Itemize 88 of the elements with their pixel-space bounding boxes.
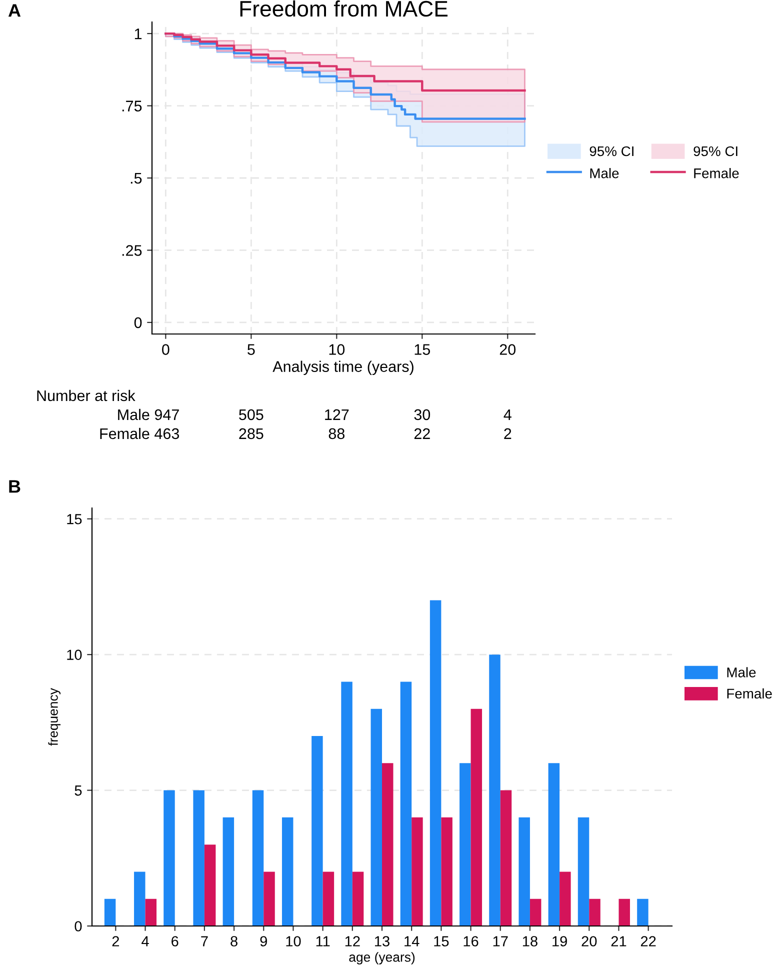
- bar: [312, 736, 323, 926]
- bar: [370, 708, 382, 926]
- text: 505: [239, 409, 264, 420]
- chart-title: Freedom from MACE: [240, 0, 448, 17]
- text: Female 463: [100, 428, 180, 440]
- bar: [222, 817, 234, 926]
- y-tick-label: 15: [67, 514, 82, 524]
- bar: [470, 708, 482, 926]
- x-tick-label: 8: [230, 936, 238, 946]
- bar: [164, 790, 175, 926]
- bar: [252, 790, 264, 926]
- bar: [460, 763, 471, 926]
- x-tick-label: 20: [500, 344, 516, 355]
- bar: [618, 898, 630, 926]
- bar: [518, 817, 530, 926]
- x-tick-label: 19: [552, 936, 567, 946]
- bar: [104, 898, 116, 926]
- y-tick-label: 0: [74, 921, 82, 932]
- x-tick-label: 10: [286, 936, 301, 946]
- y-tick-label: 1: [134, 28, 142, 40]
- text: B: [9, 480, 20, 493]
- text: 95% CI: [694, 146, 738, 156]
- y-tick-label: 5: [74, 786, 82, 796]
- y-tick-label: 10: [67, 650, 82, 660]
- bar: [560, 872, 571, 926]
- bar: [193, 790, 204, 926]
- x-axis-title: Analysis time (years): [272, 360, 414, 375]
- bar: [589, 898, 600, 926]
- x-tick-label: 9: [260, 936, 267, 946]
- y-tick-label: .25: [122, 245, 142, 256]
- x-tick-label: 12: [345, 936, 360, 946]
- text: 285: [239, 428, 264, 440]
- x-tick-label: 4: [142, 936, 149, 946]
- bar: [430, 600, 442, 926]
- x-tick-label: 22: [640, 936, 656, 946]
- x-tick-label: 15: [414, 344, 430, 355]
- x-tick-label: 10: [329, 344, 345, 355]
- text: Male 947: [118, 408, 179, 420]
- text: A: [8, 4, 21, 17]
- bar: [382, 763, 394, 926]
- bar: [352, 872, 364, 926]
- y-tick-label: 0: [134, 317, 142, 328]
- text: Number at risk: [37, 390, 136, 402]
- bar: [578, 817, 590, 926]
- legend-label: Male: [727, 667, 756, 678]
- bar: [204, 844, 216, 926]
- bar: [637, 898, 648, 926]
- x-tick-label: 7: [201, 936, 208, 946]
- x-tick-label: 14: [404, 936, 420, 946]
- x-tick-label: 6: [172, 936, 178, 946]
- x-tick-label: 15: [434, 936, 449, 946]
- y-tick-label: .5: [130, 173, 142, 184]
- text: 95% CI: [590, 146, 634, 156]
- x-tick-label: 21: [611, 936, 626, 946]
- text: 127: [325, 409, 349, 420]
- bar: [400, 682, 412, 926]
- bar: [548, 763, 560, 926]
- text: 22: [414, 428, 430, 439]
- x-tick-label: 11: [316, 936, 330, 946]
- x-tick-label: 17: [493, 936, 508, 946]
- bar: [322, 872, 334, 926]
- y-tick-label: .75: [122, 100, 142, 112]
- legend-label: Female: [694, 168, 739, 178]
- bar: [134, 872, 146, 926]
- bar: [441, 817, 452, 926]
- x-tick-label: 0: [162, 344, 170, 355]
- bar: [341, 682, 352, 926]
- x-tick-label: 5: [248, 344, 255, 355]
- x-tick-label: 18: [522, 936, 538, 946]
- bar: [500, 790, 512, 926]
- bar: [264, 872, 275, 926]
- text: 4: [504, 409, 512, 420]
- bar: [412, 817, 423, 926]
- x-tick-label: 20: [582, 936, 597, 946]
- x-tick-label: 16: [464, 936, 478, 946]
- legend-label: Male: [590, 168, 619, 178]
- text: 2: [504, 428, 512, 439]
- text: 88: [328, 428, 344, 440]
- legend-label: Female: [727, 688, 772, 699]
- text: 30: [414, 409, 430, 420]
- x-tick-label: 2: [112, 936, 119, 946]
- bar: [489, 654, 500, 926]
- bar: [530, 898, 542, 926]
- bar: [282, 817, 294, 926]
- y-axis-title: frequency: [48, 688, 61, 746]
- bar: [145, 898, 157, 926]
- x-tick-label: 13: [375, 936, 390, 946]
- x-axis-title: age (years): [349, 952, 415, 964]
